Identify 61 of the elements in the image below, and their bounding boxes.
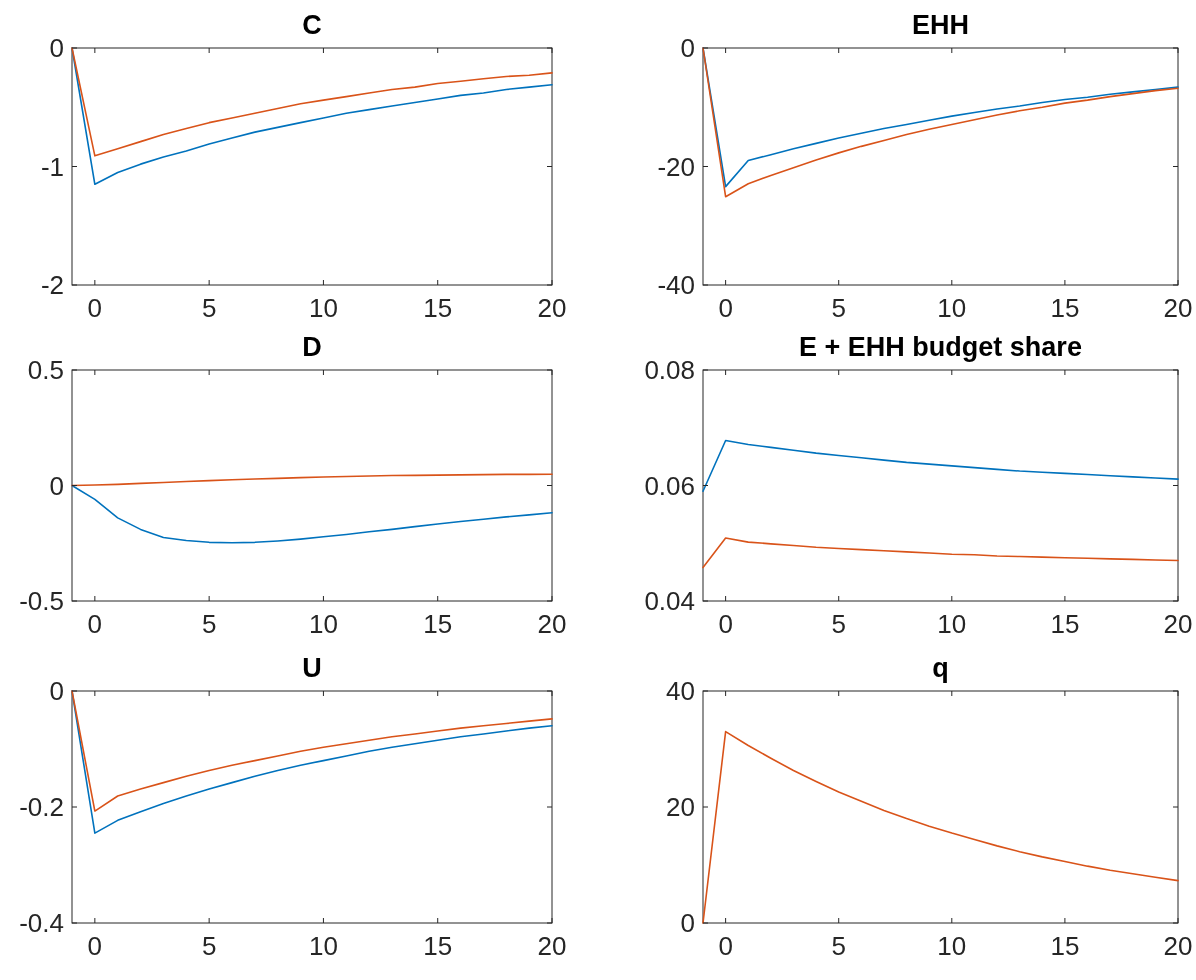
y-tick-label: 0 xyxy=(49,33,64,64)
x-tick-label: 15 xyxy=(423,609,453,639)
line-series xyxy=(702,730,1179,924)
y-tick-label: 0.04 xyxy=(644,586,695,617)
y-tick-label: -20 xyxy=(657,151,695,182)
x-tick-label: 20 xyxy=(537,609,567,639)
y-tick-label: 0 xyxy=(680,33,695,64)
x-tick-label: 20 xyxy=(1163,293,1193,323)
x-tick-label: 5 xyxy=(831,931,846,961)
y-tick-label: 0.5 xyxy=(27,355,64,386)
line-series xyxy=(71,484,553,544)
x-tick-label: 20 xyxy=(1163,931,1193,961)
y-tick-label: -0.5 xyxy=(19,586,64,617)
y-tick-label: 20 xyxy=(666,792,695,823)
line-series xyxy=(71,473,553,487)
y-tick-label: -1 xyxy=(40,151,64,182)
line-series xyxy=(71,47,553,157)
y-tick-label: -40 xyxy=(657,270,695,301)
x-tick-label: 0 xyxy=(718,609,733,639)
chart-title: D xyxy=(302,332,322,362)
x-tick-label: 5 xyxy=(831,609,846,639)
y-tick-label: -0.2 xyxy=(19,792,64,823)
x-tick-label: 10 xyxy=(937,931,967,961)
line-series xyxy=(702,439,1179,493)
x-tick-label: 5 xyxy=(201,609,217,639)
x-tick-label: 15 xyxy=(1050,931,1080,961)
x-tick-label: 0 xyxy=(718,293,733,323)
y-tick-label: -2 xyxy=(40,270,64,301)
y-tick-label: 40 xyxy=(666,676,695,707)
x-tick-label: 20 xyxy=(537,931,567,961)
x-tick-label: 0 xyxy=(87,293,103,323)
x-tick-label: 15 xyxy=(423,931,453,961)
x-tick-label: 10 xyxy=(937,293,967,323)
x-tick-label: 15 xyxy=(1050,293,1080,323)
x-tick-label: 20 xyxy=(1163,609,1193,639)
chart-title: q xyxy=(932,653,949,683)
y-tick-label: 0.06 xyxy=(644,470,695,501)
x-tick-label: 15 xyxy=(423,293,453,323)
chart-title: U xyxy=(302,653,322,683)
x-tick-label: 10 xyxy=(308,293,338,323)
x-tick-label: 10 xyxy=(308,931,338,961)
x-tick-label: 0 xyxy=(718,931,733,961)
x-tick-label: 10 xyxy=(308,609,338,639)
x-tick-label: 5 xyxy=(201,293,217,323)
x-tick-label: 5 xyxy=(201,931,217,961)
y-tick-label: 0 xyxy=(680,908,695,939)
x-tick-label: 15 xyxy=(1050,609,1080,639)
y-tick-label: -0.4 xyxy=(19,908,64,939)
y-tick-label: 0 xyxy=(49,470,64,501)
x-tick-label: 0 xyxy=(87,931,103,961)
line-series xyxy=(702,537,1179,569)
y-tick-label: 0 xyxy=(49,676,64,707)
x-tick-label: 10 xyxy=(937,609,967,639)
chart-title: C xyxy=(302,10,322,40)
x-tick-label: 0 xyxy=(87,609,103,639)
y-tick-label: 0.08 xyxy=(644,355,695,386)
chart-title: EHH xyxy=(911,10,970,40)
x-tick-label: 5 xyxy=(831,293,846,323)
chart-title: E + EHH budget share xyxy=(799,332,1082,362)
x-tick-label: 20 xyxy=(537,293,567,323)
line-series xyxy=(71,690,553,812)
